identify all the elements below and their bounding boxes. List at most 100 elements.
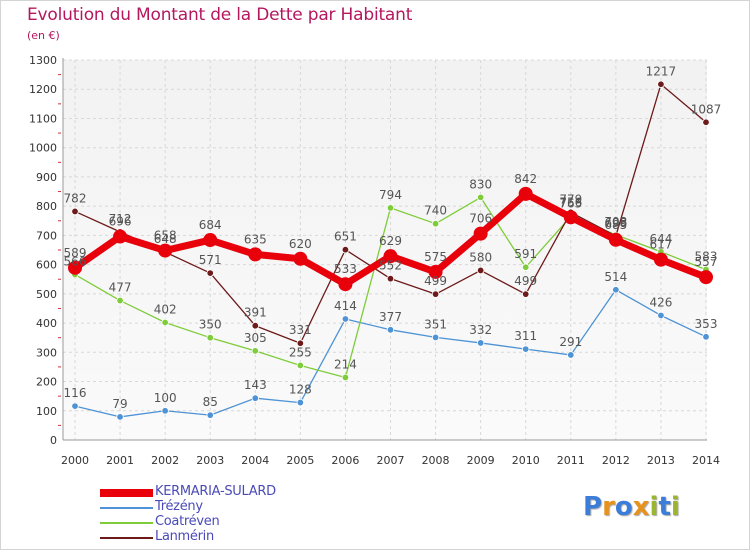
data-point-kermaria-sulard	[203, 233, 218, 248]
data-point-kermaria-sulard	[563, 210, 578, 225]
data-label-trezeny: 143	[244, 378, 267, 392]
data-point-kermaria-sulard	[338, 277, 353, 292]
data-label-lanmerin: 698	[604, 216, 627, 230]
data-point-trezeny	[161, 407, 169, 415]
legend-item: Coatréven	[100, 514, 400, 530]
legend-label: Lanmérin	[155, 529, 214, 544]
data-label-lanmerin: 580	[469, 250, 492, 264]
data-point-lanmerin	[476, 266, 485, 275]
y-tick-label: 600	[36, 259, 57, 272]
data-point-coatreven	[431, 219, 440, 228]
data-label-lanmerin: 331	[289, 323, 312, 337]
data-label-coatreven: 583	[695, 250, 718, 264]
data-label-trezeny: 414	[334, 299, 357, 313]
data-label-trezeny: 377	[379, 310, 402, 324]
data-label-trezeny: 128	[289, 383, 312, 397]
y-tick-label: 1300	[29, 54, 57, 67]
data-label-coatreven: 740	[424, 204, 447, 218]
x-tick-label: 2012	[602, 454, 630, 467]
data-point-coatreven	[296, 361, 305, 370]
data-point-kermaria-sulard	[383, 249, 398, 264]
data-label-kermaria-sulard: 658	[154, 229, 177, 243]
x-tick-label: 2009	[467, 454, 495, 467]
x-tick-label: 2006	[331, 454, 359, 467]
y-tick-label: 300	[36, 346, 57, 359]
data-point-kermaria-sulard	[293, 251, 308, 266]
data-point-trezeny	[431, 333, 440, 342]
data-point-kermaria-sulard	[653, 252, 668, 267]
logo-letter: x	[632, 492, 650, 522]
data-point-coatreven	[476, 193, 485, 202]
data-point-kermaria-sulard	[158, 243, 173, 258]
y-tick-label: 500	[36, 288, 57, 301]
data-label-kermaria-sulard: 685	[604, 218, 627, 232]
y-tick-label: 700	[36, 229, 57, 242]
data-point-trezeny	[71, 402, 79, 410]
data-label-kermaria-sulard: 617	[649, 238, 672, 252]
data-label-kermaria-sulard: 756	[559, 195, 582, 209]
data-point-trezeny	[612, 286, 620, 294]
chart-legend: KERMARIA-SULARD Trézény Coatréven Lanmérin	[100, 484, 400, 545]
logo-letter: o	[614, 492, 633, 522]
data-point-trezeny	[206, 411, 214, 419]
data-point-lanmerin	[431, 290, 440, 298]
data-point-coatreven	[161, 318, 169, 327]
legend-label: Trézény	[155, 499, 203, 514]
data-point-lanmerin	[296, 339, 305, 347]
data-point-kermaria-sulard	[473, 226, 488, 241]
data-label-coatreven: 708	[604, 215, 627, 229]
data-label-kermaria-sulard: 589	[64, 246, 87, 260]
y-tick-label: 0	[50, 434, 57, 447]
legend-swatch	[100, 489, 153, 497]
data-label-lanmerin: 571	[199, 253, 222, 267]
data-label-kermaria-sulard: 696	[109, 215, 132, 229]
y-tick-label: 900	[36, 171, 57, 184]
data-point-kermaria-sulard	[68, 260, 82, 275]
proxiti-logo: Proxiti	[583, 492, 680, 522]
data-label-trezeny: 116	[64, 386, 87, 400]
x-tick-label: 2007	[377, 454, 405, 467]
y-tick-label: 800	[36, 200, 57, 213]
data-label-trezeny: 100	[154, 391, 177, 405]
data-point-kermaria-sulard	[608, 232, 623, 247]
x-tick-label: 2013	[647, 454, 675, 467]
data-label-lanmerin: 499	[424, 274, 447, 288]
data-label-lanmerin: 782	[64, 191, 87, 205]
data-label-coatreven: 255	[289, 345, 312, 359]
data-label-coatreven: 214	[334, 357, 357, 371]
y-tick-label: 1100	[29, 112, 57, 125]
chart-unit: (en €)	[27, 29, 60, 42]
data-label-kermaria-sulard: 706	[469, 212, 492, 226]
data-point-kermaria-sulard	[699, 270, 713, 285]
data-label-kermaria-sulard: 629	[379, 234, 402, 248]
data-point-coatreven	[251, 347, 259, 355]
data-point-lanmerin	[341, 246, 350, 254]
data-point-kermaria-sulard	[518, 186, 533, 201]
data-point-lanmerin	[206, 269, 214, 277]
data-label-lanmerin: 1087	[691, 102, 722, 116]
legend-item: Lanmérin	[100, 529, 400, 545]
x-tick-label: 2005	[286, 454, 314, 467]
data-label-lanmerin: 552	[379, 259, 402, 273]
data-point-lanmerin	[251, 322, 259, 330]
data-point-kermaria-sulard	[428, 264, 443, 279]
data-label-coatreven: 591	[514, 247, 537, 261]
x-tick-label: 2014	[692, 454, 720, 467]
data-point-coatreven	[386, 204, 395, 212]
legend-item: Trézény	[100, 499, 400, 515]
data-label-trezeny: 426	[649, 295, 672, 309]
data-point-trezeny	[567, 351, 575, 359]
chart-title: Evolution du Montant de la Dette par Hab…	[27, 5, 413, 25]
logo-letter: r	[602, 492, 615, 522]
data-point-trezeny	[657, 311, 665, 320]
data-label-coatreven: 477	[109, 281, 132, 295]
data-label-lanmerin: 712	[109, 212, 132, 226]
legend-item: KERMARIA-SULARD	[100, 484, 400, 500]
data-label-lanmerin: 499	[514, 274, 537, 288]
data-label-lanmerin: 391	[244, 306, 267, 320]
data-point-trezeny	[522, 345, 530, 353]
y-tick-label: 1200	[29, 83, 57, 96]
data-point-coatreven	[206, 333, 214, 342]
data-label-trezeny: 332	[469, 323, 492, 337]
data-label-lanmerin: 648	[154, 232, 177, 246]
